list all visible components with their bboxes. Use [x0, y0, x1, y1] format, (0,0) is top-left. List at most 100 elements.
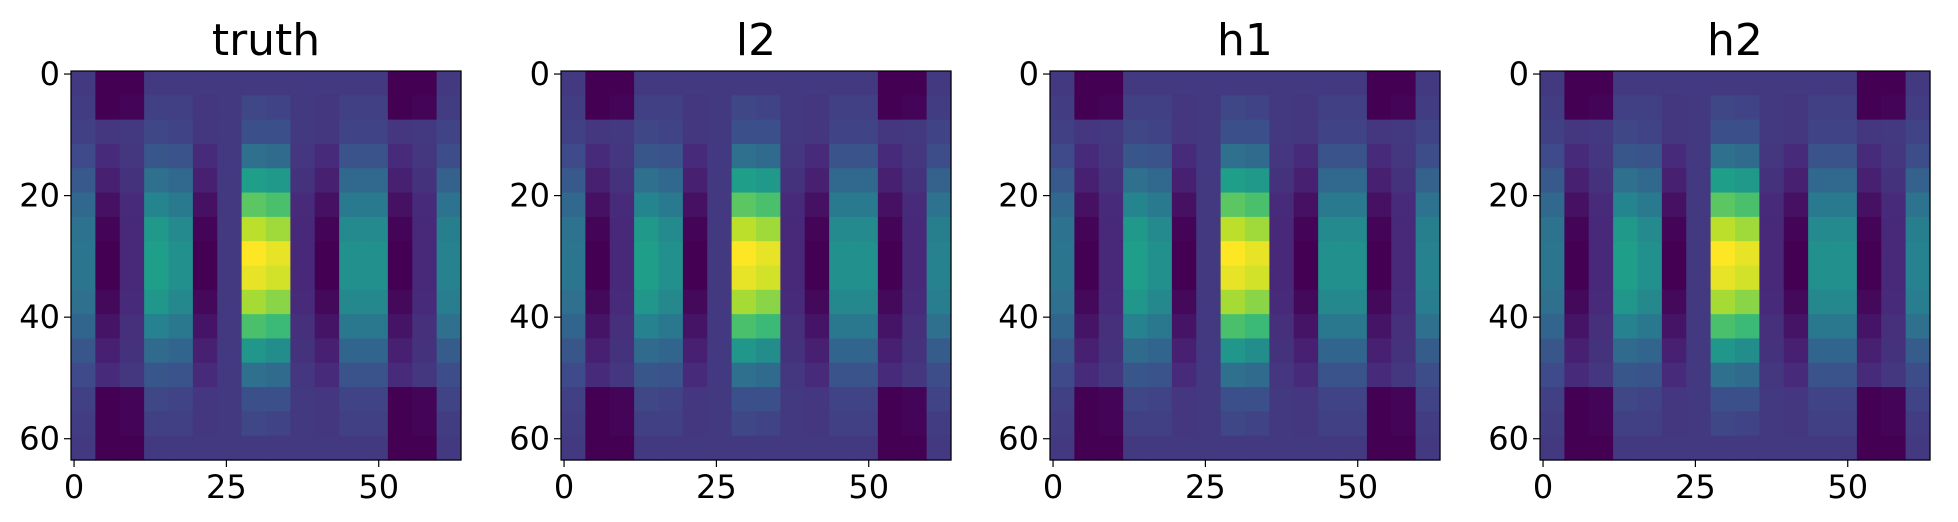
cell	[1220, 216, 1246, 242]
cell	[1366, 362, 1392, 388]
cell	[95, 192, 121, 218]
cell	[1050, 192, 1075, 218]
cell	[119, 338, 145, 364]
cell	[707, 168, 733, 194]
cell	[1074, 71, 1100, 96]
cell	[412, 289, 438, 315]
cell	[756, 71, 781, 96]
cell	[1735, 119, 1760, 145]
cell	[1686, 71, 1712, 96]
cell	[780, 192, 806, 218]
cell	[1856, 435, 1882, 461]
cell	[561, 192, 586, 218]
cell	[95, 168, 121, 194]
cell	[1564, 338, 1590, 364]
cell	[804, 241, 830, 267]
cell	[1245, 168, 1270, 194]
cell	[1220, 265, 1246, 291]
cell	[829, 411, 855, 437]
cell	[1171, 362, 1197, 388]
cell	[168, 362, 194, 388]
panel: h2 0 25 50 0 20 40 60	[1488, 15, 1931, 506]
cell	[780, 314, 806, 340]
cell	[1686, 411, 1712, 437]
cell	[1881, 95, 1907, 121]
cell	[119, 362, 145, 388]
cell	[561, 95, 586, 121]
cell	[314, 95, 340, 121]
cell	[561, 362, 586, 388]
cell	[1147, 314, 1173, 340]
cell	[363, 119, 389, 145]
cell	[561, 314, 586, 340]
cell	[1783, 71, 1809, 96]
cell	[804, 338, 830, 364]
cell	[192, 143, 218, 169]
cell	[707, 71, 733, 96]
cell	[1147, 435, 1173, 461]
cell	[682, 216, 708, 242]
cell	[804, 435, 830, 461]
cell	[1735, 411, 1760, 437]
cell	[1759, 362, 1785, 388]
cell	[877, 241, 903, 267]
cell	[1540, 435, 1565, 461]
cell	[266, 265, 291, 291]
cell	[339, 362, 365, 388]
cell	[1710, 387, 1736, 412]
cell	[168, 95, 194, 121]
cell	[829, 387, 855, 412]
cell	[290, 192, 316, 218]
cell	[1415, 95, 1441, 121]
cell	[1074, 216, 1100, 242]
cell	[1759, 241, 1785, 267]
cell	[241, 95, 267, 121]
cell	[1415, 119, 1441, 145]
cell	[1171, 95, 1197, 121]
cell	[1832, 216, 1858, 242]
cell	[1759, 289, 1785, 315]
cell	[853, 338, 879, 364]
x-tick-label: 50	[848, 468, 889, 506]
cell	[266, 192, 291, 218]
cell	[902, 119, 928, 145]
cell	[1074, 411, 1100, 437]
cell	[658, 241, 684, 267]
cell	[634, 387, 660, 412]
cell	[119, 265, 145, 291]
cell	[1366, 411, 1392, 437]
cell	[1293, 338, 1319, 364]
cell	[339, 265, 365, 291]
cell	[1832, 362, 1858, 388]
cell	[241, 265, 267, 291]
cell	[926, 265, 952, 291]
cell	[1564, 95, 1590, 121]
cell	[363, 71, 389, 96]
cell	[387, 265, 413, 291]
cell	[95, 411, 121, 437]
cell	[804, 387, 830, 412]
cell	[387, 119, 413, 145]
cell	[1808, 216, 1834, 242]
cell	[1050, 338, 1075, 364]
cell	[1342, 314, 1368, 340]
cell	[1637, 338, 1663, 364]
cell	[1391, 95, 1417, 121]
cell	[1366, 338, 1392, 364]
cell	[1147, 265, 1173, 291]
cell	[780, 95, 806, 121]
cell	[1318, 435, 1344, 461]
cell	[1588, 387, 1614, 412]
cell	[144, 168, 170, 194]
cell	[926, 338, 952, 364]
x-tick-label: 50	[358, 468, 399, 506]
cell	[192, 289, 218, 315]
cell	[731, 265, 757, 291]
cell	[1540, 338, 1565, 364]
cell	[1661, 314, 1687, 340]
x-tick-label: 0	[64, 468, 84, 506]
cell	[853, 314, 879, 340]
cell	[926, 362, 952, 388]
cell	[1637, 411, 1663, 437]
cell	[217, 289, 243, 315]
